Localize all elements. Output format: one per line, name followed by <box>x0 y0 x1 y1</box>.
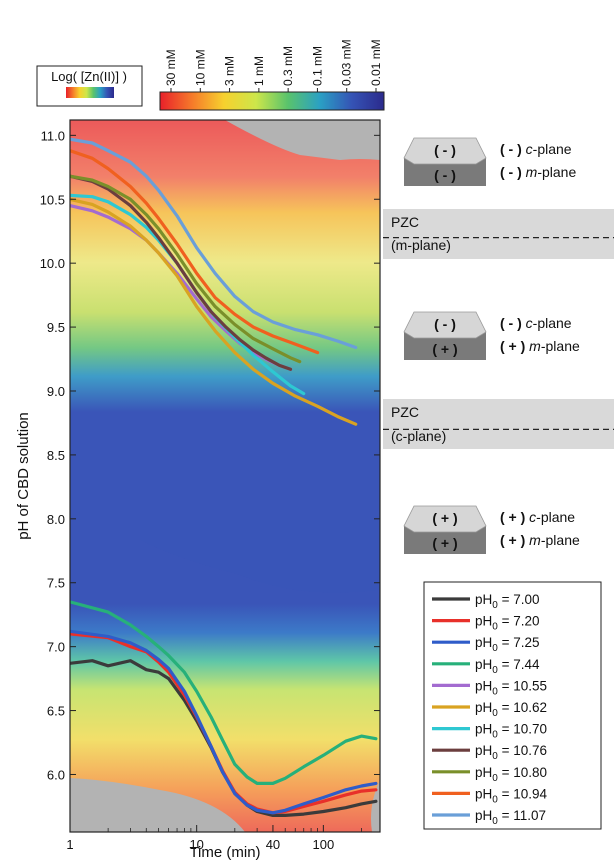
hex-prism-top-icon <box>403 505 487 533</box>
m-plane-label: ( + ) m-plane <box>500 532 580 548</box>
concentration-map <box>70 120 380 832</box>
x-tick-label: 1 <box>66 837 73 852</box>
legend-label: pH0 = 7.00 <box>475 592 540 611</box>
y-tick-label: 9.0 <box>47 384 65 399</box>
hex-top-charge: ( + ) <box>432 510 457 526</box>
y-tick-label: 9.5 <box>47 320 65 335</box>
legend-label: pH0 = 7.25 <box>475 635 540 654</box>
y-tick-label: 6.0 <box>47 767 65 782</box>
y-tick-label: 8.0 <box>47 512 65 527</box>
m-plane-label: ( + ) m-plane <box>500 338 580 354</box>
hex-top-charge: ( - ) <box>434 142 456 158</box>
x-tick-label: 10 <box>189 837 203 852</box>
legend-label: pH0 = 7.20 <box>475 614 540 633</box>
pzc-c-band <box>383 399 614 449</box>
pzc-annotations: PZC (m-plane) PZC (c-plane) <box>383 209 614 449</box>
crystal-region: ( - ) ( + ) ( - ) c-plane ( + ) m-plane <box>403 311 580 360</box>
colorbar-tick-label: 1 mM <box>252 56 266 86</box>
series-legend-items: pH0 = 7.00 pH0 = 7.20 pH0 = 7.25 pH0 = 7.44… <box>432 592 547 827</box>
c-plane-label: ( + ) c-plane <box>500 509 575 525</box>
y-tick-label: 10.0 <box>40 256 65 271</box>
pzc-c-label: PZC <box>391 404 419 420</box>
hex-prism-side-icon <box>404 332 486 360</box>
colorbar-legend: Log( [Zn(II)] ) 30 mM 10 mM 3 mM 1 mM 0.3 mM… <box>36 39 385 111</box>
colorbar-tick-label: 0.01 mM <box>369 39 383 86</box>
colorbar-tick-label: 3 mM <box>223 56 237 86</box>
series-line <box>70 137 358 350</box>
pzc-m-band <box>383 209 614 259</box>
hex-prism-side-icon <box>404 158 486 186</box>
crystal-region: ( + ) ( + ) ( + ) c-plane ( + ) m-plane <box>403 505 580 554</box>
m-plane-label: ( - ) m-plane <box>500 164 576 180</box>
hex-side-charge: ( + ) <box>432 535 457 551</box>
c-plane-label: ( - ) c-plane <box>500 141 572 157</box>
legend-label: pH0 = 10.94 <box>475 786 547 805</box>
hex-top-charge: ( - ) <box>434 316 456 332</box>
pzc-c-plane-label: (c-plane) <box>391 428 446 444</box>
y-tick-label: 7.0 <box>47 640 65 655</box>
series-line <box>70 174 293 371</box>
hex-side-charge: ( - ) <box>434 167 456 183</box>
y-tick-label: 10.5 <box>40 192 65 207</box>
pzc-m-plane-label: (m-plane) <box>391 237 451 253</box>
colorbar-tick-label: 30 mM <box>164 49 178 86</box>
plot-area: 1 10 40 100 6.0 6.5 7.0 7.5 8.0 8.5 9.0 9.5 10.0 10.… <box>15 119 381 861</box>
colorbar-legend-swatch <box>66 87 114 98</box>
series-line <box>70 600 378 785</box>
legend-label: pH0 = 10.62 <box>475 700 547 719</box>
series-legend: pH0 = 7.00 pH0 = 7.20 pH0 = 7.25 pH0 = 7.44… <box>423 581 602 830</box>
series-line <box>70 629 378 815</box>
hex-prism-side-icon <box>404 526 486 554</box>
hex-side-charge: ( + ) <box>432 341 457 357</box>
y-axis-title: pH of CBD solution <box>15 412 32 540</box>
x-tick-label: 100 <box>313 837 335 852</box>
plot-frame <box>69 119 381 833</box>
y-tick-label: 6.5 <box>47 704 65 719</box>
series-line <box>70 174 302 364</box>
y-tick-label: 8.5 <box>47 448 65 463</box>
legend-label: pH0 = 11.07 <box>475 808 546 827</box>
c-plane-label: ( - ) c-plane <box>500 315 572 331</box>
hex-prism-top-icon <box>403 137 487 165</box>
legend-label: pH0 = 10.76 <box>475 743 547 762</box>
colorbar-legend-box <box>36 65 143 107</box>
y-tick-label: 11.0 <box>41 128 65 143</box>
colorbar-tick-label: 10 mM <box>193 49 207 86</box>
colorbar-tick-label: 0.03 mM <box>340 39 354 86</box>
charge-regions: ( - )( - )( - ) c-plane( - ) m-plane( - … <box>403 137 580 554</box>
series-line <box>70 197 358 426</box>
pzc-m-label: PZC <box>391 214 419 230</box>
colorbar <box>159 91 385 111</box>
colorbar-tick-label: 0.3 mM <box>281 46 295 86</box>
colorbar-tick-label: 0.1 mM <box>310 46 324 86</box>
colorbar-title: Log( [Zn(II)] ) <box>51 69 127 84</box>
crystal-region: ( - ) ( - ) ( - ) c-plane ( - ) m-plane <box>403 137 576 186</box>
series-line <box>70 149 320 355</box>
x-axis-title: Time (min) <box>189 844 260 861</box>
colorbar-ticks: 30 mM 10 mM 3 mM 1 mM 0.3 mM 0.1 mM 0.03 mM 0.0… <box>164 39 383 92</box>
series-lines <box>70 137 378 817</box>
legend-label: pH0 = 10.55 <box>475 678 547 697</box>
hex-prism-top-icon <box>403 311 487 339</box>
legend-label: pH0 = 10.70 <box>475 722 547 741</box>
y-axis: 6.0 6.5 7.0 7.5 8.0 8.5 9.0 9.5 10.0 10.5 11.0 <box>40 128 380 782</box>
x-axis: 1 10 40 100 <box>66 825 362 852</box>
legend-label: pH0 = 7.44 <box>475 657 540 676</box>
concentration-map-shade <box>140 520 380 593</box>
x-tick-label: 40 <box>266 837 280 852</box>
y-tick-label: 7.5 <box>47 576 65 591</box>
legend-label: pH0 = 10.80 <box>475 765 547 784</box>
